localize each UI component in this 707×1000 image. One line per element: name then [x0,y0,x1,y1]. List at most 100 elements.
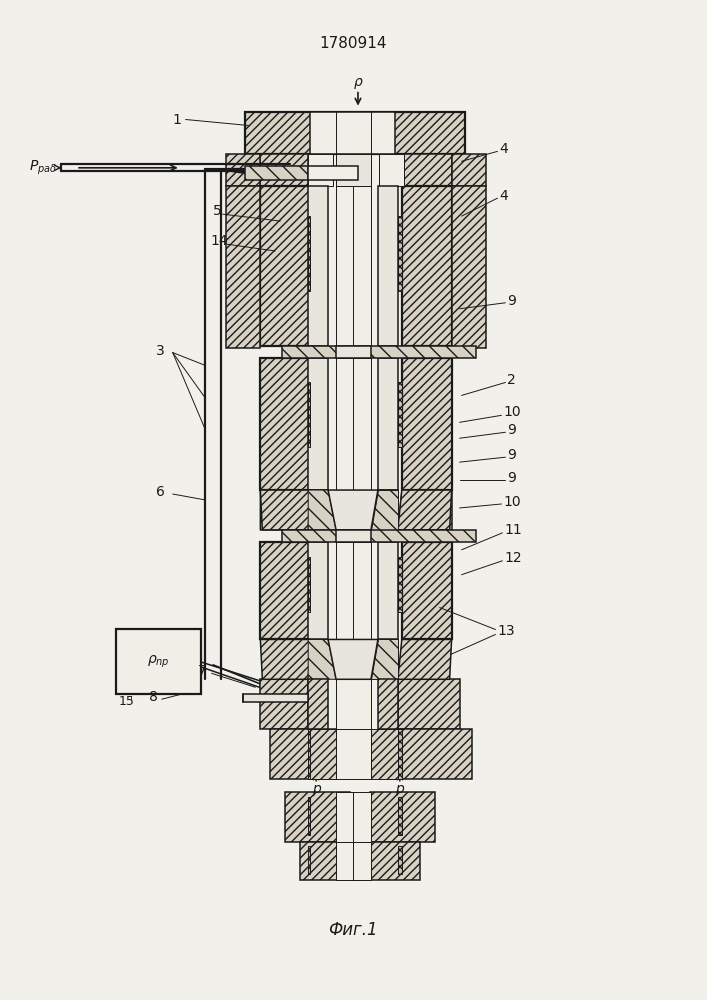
Bar [370,792,435,842]
Text: 4: 4 [499,142,508,156]
Bar [308,679,328,729]
Text: p: p [395,782,404,796]
Bar [226,186,260,348]
Polygon shape [308,490,310,530]
Bar [260,186,310,346]
Bar [336,346,371,358]
Text: 14: 14 [211,234,228,248]
Bar [336,792,371,842]
Text: 2: 2 [508,373,516,387]
Bar [308,358,328,490]
Bar [452,186,486,348]
Bar [270,729,362,779]
Bar [282,530,476,542]
Bar [402,358,452,490]
Bar [243,694,308,702]
Bar [116,629,201,694]
Bar [398,729,402,779]
Polygon shape [371,639,398,679]
Text: 7: 7 [198,664,206,678]
Text: 4: 4 [499,189,508,203]
Bar [336,679,371,729]
Bar [336,154,371,186]
Text: 8: 8 [148,690,158,704]
Polygon shape [260,490,310,530]
Text: Фиг.1: Фиг.1 [328,921,378,939]
Text: 1: 1 [173,113,182,127]
Bar [404,154,452,186]
Polygon shape [260,490,310,530]
Bar [402,542,452,639]
Bar [260,542,310,639]
Text: 10: 10 [503,495,521,509]
Bar [452,154,486,186]
Bar [308,154,333,186]
Bar [378,542,398,639]
Bar [260,679,308,729]
Bar [308,166,358,180]
Polygon shape [398,639,452,679]
Polygon shape [398,490,452,530]
Text: p: p [312,782,320,796]
Polygon shape [328,639,378,679]
Bar [308,216,310,291]
Bar [308,729,336,779]
Text: 9: 9 [508,423,516,437]
Polygon shape [328,490,378,530]
Polygon shape [308,490,336,530]
Bar [260,154,308,186]
Bar [336,186,371,346]
Bar [245,166,308,180]
Bar [336,530,371,542]
Text: 10: 10 [503,405,521,419]
Text: 6: 6 [156,485,165,499]
Bar [336,358,371,490]
Bar [300,842,420,880]
Bar [308,846,310,874]
Text: 12: 12 [504,551,522,565]
Bar [285,792,350,842]
Text: 5: 5 [213,204,221,218]
Text: $\rho_{np}$: $\rho_{np}$ [147,654,170,670]
Text: ρ: ρ [354,75,363,89]
Text: 9: 9 [508,448,516,462]
Bar [260,358,310,490]
Bar [371,729,398,779]
Bar [398,382,402,447]
Text: 13: 13 [498,624,515,638]
Text: $P_{pa\delta}$: $P_{pa\delta}$ [29,159,57,177]
Text: 15: 15 [119,695,135,708]
Bar [308,382,310,447]
Bar [310,112,395,154]
Bar [378,186,398,346]
Bar [398,557,402,612]
Polygon shape [371,490,398,530]
Bar [336,729,371,779]
Polygon shape [308,490,398,530]
Text: 9: 9 [508,294,516,308]
Bar [379,154,404,186]
Bar [398,216,402,291]
Bar [398,797,402,835]
Text: 11: 11 [504,523,522,537]
Bar [336,542,371,639]
Bar [336,842,371,880]
Bar [398,846,402,874]
Bar [308,542,328,639]
Polygon shape [260,639,310,679]
Polygon shape [398,490,452,530]
Text: 1780914: 1780914 [320,36,387,51]
Bar [308,186,328,346]
Bar [282,346,476,358]
Bar [390,729,472,779]
Polygon shape [308,639,336,679]
Text: 3: 3 [156,344,165,358]
Bar [308,557,310,612]
Bar [378,358,398,490]
Bar [378,679,398,729]
Bar [402,186,452,346]
Bar [308,729,310,779]
Bar [398,679,460,729]
Bar [226,154,260,186]
Bar [308,797,310,835]
